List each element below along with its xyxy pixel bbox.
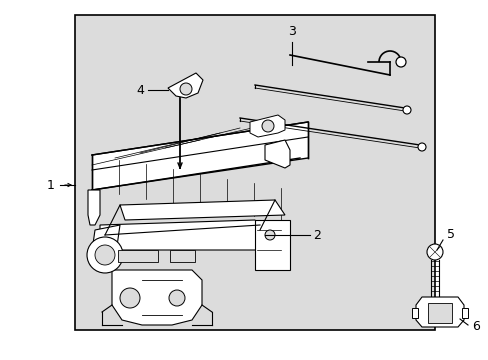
Circle shape [264, 230, 274, 240]
Polygon shape [249, 115, 285, 137]
Polygon shape [120, 200, 285, 220]
Bar [427, 303, 451, 323]
Circle shape [120, 288, 140, 308]
Polygon shape [415, 297, 463, 327]
Bar [411, 308, 417, 318]
Circle shape [426, 244, 442, 260]
Text: 6: 6 [471, 320, 479, 333]
Polygon shape [90, 225, 120, 265]
Circle shape [169, 290, 184, 306]
Polygon shape [112, 270, 202, 325]
Text: 4: 4 [136, 84, 143, 96]
Circle shape [180, 83, 192, 95]
Bar [254, 220, 289, 270]
Text: 2: 2 [312, 229, 320, 242]
Bar [170, 250, 195, 262]
Circle shape [395, 57, 405, 67]
Polygon shape [168, 73, 203, 98]
Bar [461, 308, 467, 318]
Circle shape [95, 245, 115, 265]
Text: 1: 1 [47, 179, 55, 192]
Circle shape [262, 120, 273, 132]
Text: 3: 3 [287, 25, 295, 38]
Bar [118, 250, 158, 262]
Polygon shape [100, 220, 264, 250]
Circle shape [417, 143, 425, 151]
Circle shape [402, 106, 410, 114]
Bar [75, 15, 434, 330]
Circle shape [87, 237, 123, 273]
Polygon shape [264, 140, 289, 168]
Text: 5: 5 [446, 228, 454, 240]
Polygon shape [92, 122, 307, 190]
Polygon shape [88, 190, 100, 225]
